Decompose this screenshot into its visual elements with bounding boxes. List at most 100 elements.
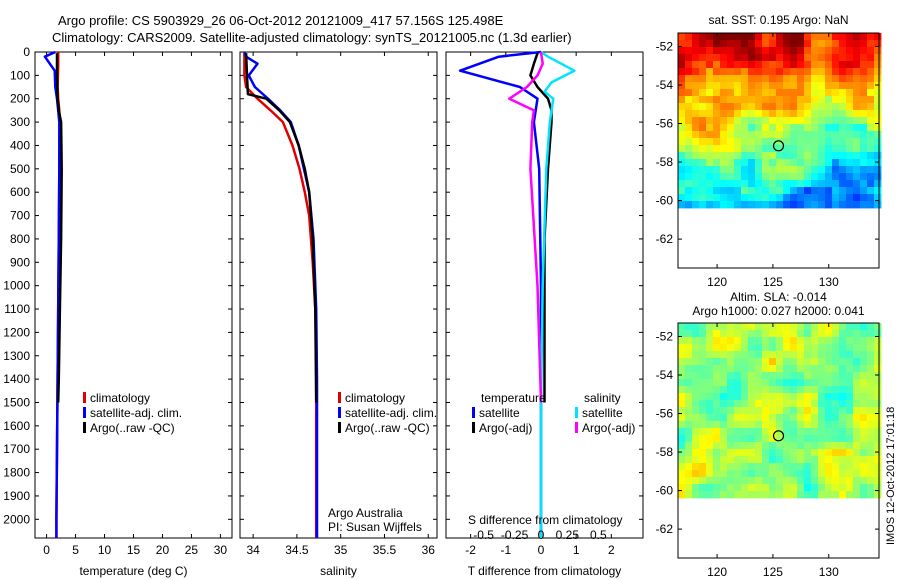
heatmap-cell: [699, 344, 707, 352]
heatmap-cell: [734, 201, 742, 209]
heatmap-cell: [783, 131, 791, 139]
heatmap-cell: [692, 379, 700, 387]
heatmap-cell: [776, 187, 784, 195]
heatmap-cell: [692, 110, 700, 118]
heatmap-cell: [678, 40, 686, 48]
heatmap-cell: [755, 187, 763, 195]
heatmap-cell: [678, 365, 686, 373]
heatmap-cell: [797, 201, 805, 209]
heatmap-cell: [692, 330, 700, 338]
heatmap-cell: [846, 365, 854, 373]
heatmap-cell: [797, 407, 805, 415]
heatmap-cell: [783, 124, 791, 132]
heatmap-cell: [678, 435, 686, 443]
title-line-2: Climatology: CARS2009. Satellite-adjuste…: [52, 30, 572, 45]
heatmap-cell: [783, 337, 791, 345]
heatmap-cell: [748, 75, 756, 83]
heatmap-cell: [853, 173, 861, 181]
heatmap-cell: [797, 173, 805, 181]
x-axis-label: salinity: [320, 564, 357, 578]
heatmap-cell: [769, 344, 777, 352]
heatmap-cell: [811, 428, 819, 436]
heatmap-cell: [783, 379, 791, 387]
heatmap-cell: [818, 68, 826, 76]
heatmap-cell: [860, 491, 868, 499]
heatmap-cell: [713, 96, 721, 104]
heatmap-cell: [790, 89, 798, 97]
heatmap-cell: [720, 117, 728, 125]
heatmap-cell: [874, 152, 882, 160]
heatmap-cell: [706, 337, 714, 345]
heatmap-cell: [839, 400, 847, 408]
heatmap-cell: [748, 33, 756, 41]
legend-swatch: [575, 422, 578, 433]
heatmap-cell: [790, 365, 798, 373]
heatmap-cell: [790, 449, 798, 457]
heatmap-cell: [678, 68, 686, 76]
heatmap-cell: [776, 484, 784, 492]
heatmap-cell: [790, 166, 798, 174]
heatmap-cell: [755, 491, 763, 499]
heatmap-cell: [685, 400, 693, 408]
heatmap-cell: [825, 365, 833, 373]
heatmap-cell: [706, 365, 714, 373]
heatmap-cell: [692, 442, 700, 450]
heatmap-cell: [853, 330, 861, 338]
heatmap-cell: [748, 456, 756, 464]
heatmap-cell: [734, 407, 742, 415]
heatmap-cell: [874, 323, 882, 331]
heatmap-cell: [825, 89, 833, 97]
heatmap-cell: [783, 194, 791, 202]
heatmap-cell: [692, 194, 700, 202]
heatmap-cell: [748, 152, 756, 160]
heatmap-cell: [825, 428, 833, 436]
heatmap-cell: [734, 351, 742, 359]
heatmap-cell: [860, 393, 868, 401]
heatmap-cell: [867, 358, 875, 366]
heatmap-cell: [783, 187, 791, 195]
heatmap-cell: [853, 110, 861, 118]
heatmap-cell: [706, 393, 714, 401]
heatmap-cell: [762, 344, 770, 352]
heatmap-cell: [699, 89, 707, 97]
heatmap-cell: [713, 400, 721, 408]
heatmap-cell: [783, 54, 791, 62]
heatmap-cell: [853, 47, 861, 55]
heatmap-cell: [832, 393, 840, 401]
heatmap-cell: [755, 449, 763, 457]
heatmap-cell: [755, 484, 763, 492]
heatmap-cell: [762, 435, 770, 443]
heatmap-cell: [755, 435, 763, 443]
heatmap-cell: [762, 61, 770, 69]
heatmap-cell: [825, 414, 833, 422]
heatmap-cell: [818, 138, 826, 146]
heatmap-cell: [818, 414, 826, 422]
heatmap-cell: [846, 131, 854, 139]
heatmap-cell: [762, 131, 770, 139]
heatmap-cell: [783, 110, 791, 118]
heatmap-cell: [811, 323, 819, 331]
heatmap-cell: [748, 491, 756, 499]
profile-panel-temperature: 0100200300400500600700800900100011001200…: [3, 45, 233, 578]
heatmap-cell: [818, 400, 826, 408]
heatmap-cell: [860, 400, 868, 408]
heatmap-cell: [727, 400, 735, 408]
heatmap-cell: [860, 40, 868, 48]
heatmap-cell: [818, 491, 826, 499]
heatmap-cell: [867, 379, 875, 387]
heatmap-cell: [874, 194, 882, 202]
heatmap-cell: [867, 463, 875, 471]
heatmap-cell: [741, 194, 749, 202]
heatmap-cell: [734, 484, 742, 492]
heatmap-cell: [783, 75, 791, 83]
heatmap-cell: [804, 145, 812, 153]
heatmap-cell: [713, 180, 721, 188]
panel-frame: [239, 51, 438, 539]
heatmap-cell: [699, 68, 707, 76]
heatmap-cell: [811, 449, 819, 457]
heatmap-cell: [783, 201, 791, 209]
heatmap-cell: [860, 428, 868, 436]
heatmap-cell: [762, 180, 770, 188]
heatmap-cell: [699, 159, 707, 167]
heatmap-cell: [811, 47, 819, 55]
